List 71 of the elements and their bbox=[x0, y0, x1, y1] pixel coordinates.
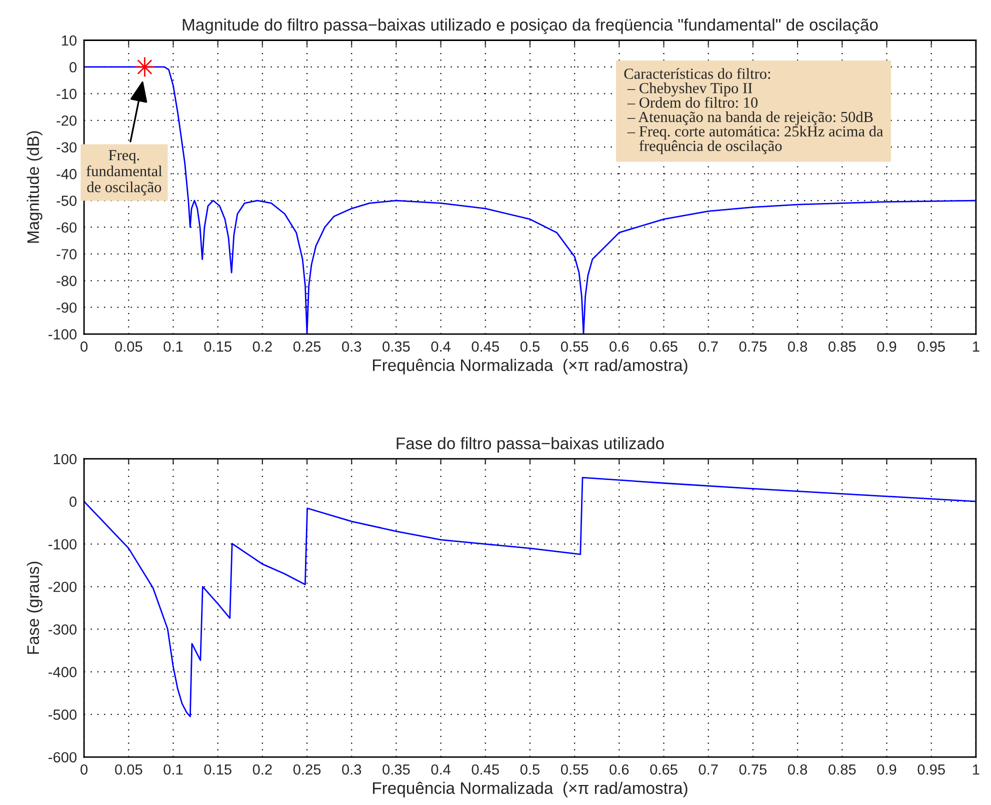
y-axis-title: Fase (graus) bbox=[26, 562, 42, 654]
x-tick-label: 0.6 bbox=[610, 764, 629, 775]
chart-title: Magnitude do filtro passa−baixas utilizado e posiçao da freqüencia "fundamental" de oscilação bbox=[182, 18, 878, 34]
x-tick-label: 0.35 bbox=[382, 341, 410, 352]
x-tick-label: 0.3 bbox=[342, 764, 362, 775]
y-tick-label: -80 bbox=[56, 276, 77, 286]
y-tick-label: -100 bbox=[48, 329, 77, 340]
x-tick-label: 0.1 bbox=[164, 341, 183, 352]
chart-title: Fase do filtro passa−baixas utilizado bbox=[396, 437, 664, 453]
y-tick-label: -40 bbox=[56, 168, 77, 180]
x-tick-label: 0.45 bbox=[472, 764, 499, 775]
y-tick-label: 0 bbox=[70, 496, 77, 507]
x-tick-label: 0.8 bbox=[788, 764, 808, 775]
y-tick-label: -70 bbox=[56, 249, 77, 260]
y-tick-label: -300 bbox=[48, 624, 77, 635]
y-tick-label: -100 bbox=[48, 539, 77, 550]
x-tick-label: 0.55 bbox=[560, 764, 588, 775]
x-tick-label: 0.85 bbox=[828, 341, 856, 352]
y-tick-label: -30 bbox=[56, 142, 77, 153]
x-tick-label: 0.35 bbox=[382, 764, 410, 775]
x-tick-label: 0.9 bbox=[877, 341, 896, 352]
x-tick-label: 0.3 bbox=[342, 341, 362, 352]
y-tick-label: -200 bbox=[48, 582, 77, 592]
x-tick-label: 0.75 bbox=[739, 341, 767, 352]
x-tick-label: 0 bbox=[80, 764, 88, 775]
x-tick-label: 0.7 bbox=[698, 764, 718, 775]
x-tick-label: 0.95 bbox=[918, 764, 945, 775]
x-tick-label: 0.4 bbox=[431, 764, 451, 775]
x-tick-label: 0.15 bbox=[204, 341, 232, 352]
x-tick-label: 0.25 bbox=[293, 764, 321, 775]
x-tick-label: 0.1 bbox=[164, 764, 183, 775]
y-tick-label: 0 bbox=[70, 62, 77, 72]
line-series bbox=[84, 476, 976, 718]
y-tick-label: -50 bbox=[56, 196, 77, 206]
x-tick-label: 0.4 bbox=[431, 341, 451, 352]
y-axis-title: Magnitude (dB) bbox=[26, 131, 42, 243]
x-tick-label: 0.85 bbox=[828, 764, 856, 775]
y-tick-label: -10 bbox=[56, 88, 77, 100]
x-tick-label: 0.2 bbox=[252, 341, 272, 352]
x-tick-label: 0.25 bbox=[293, 341, 321, 352]
x-axis-title: Frequência Normalizada (×π rad/amostra) bbox=[373, 782, 688, 798]
x-tick-label: 0.6 bbox=[610, 341, 629, 352]
y-tick-label: -60 bbox=[56, 222, 77, 233]
x-axis-title: Frequência Normalizada (×π rad/amostra) bbox=[373, 358, 688, 374]
x-tick-label: 1 bbox=[972, 342, 980, 352]
y-tick-label: -500 bbox=[48, 710, 77, 720]
x-tick-label: 0.75 bbox=[739, 764, 767, 775]
x-tick-label: 1 bbox=[972, 764, 980, 775]
x-tick-label: 0.5 bbox=[520, 764, 540, 775]
x-tick-label: 0.15 bbox=[204, 764, 232, 775]
y-tick-label: 10 bbox=[62, 35, 77, 46]
x-tick-label: 0.8 bbox=[788, 341, 808, 352]
x-tick-label: 0.5 bbox=[520, 341, 540, 352]
annotation: Características do filtro: – Chebyshev Tipo II – Ordem do filtro: 10 – Atenuação na banda de rejeição: 50dB – Freq. corte automática: 25kHz acima da frequência de oscilação bbox=[624, 68, 884, 154]
y-tick-label: -20 bbox=[56, 115, 77, 126]
x-tick-label: 0.95 bbox=[918, 341, 945, 352]
x-tick-label: 0.05 bbox=[115, 764, 142, 775]
y-tick-label: -600 bbox=[48, 752, 77, 762]
x-tick-label: 0.2 bbox=[252, 764, 272, 775]
y-tick-label: -400 bbox=[48, 666, 77, 678]
x-tick-label: 0.7 bbox=[698, 341, 718, 352]
annotation: Freq. fundamental de oscilação bbox=[86, 150, 162, 196]
x-tick-label: 0.65 bbox=[650, 341, 678, 352]
x-tick-label: 0.65 bbox=[650, 764, 678, 775]
x-tick-label: 0.55 bbox=[560, 341, 588, 352]
x-tick-label: 0.05 bbox=[115, 341, 142, 352]
x-tick-label: 0.45 bbox=[472, 341, 499, 352]
x-tick-label: 0 bbox=[80, 341, 88, 352]
y-tick-label: -90 bbox=[56, 302, 77, 313]
y-tick-label: 100 bbox=[54, 454, 77, 464]
x-tick-label: 0.9 bbox=[877, 764, 896, 775]
